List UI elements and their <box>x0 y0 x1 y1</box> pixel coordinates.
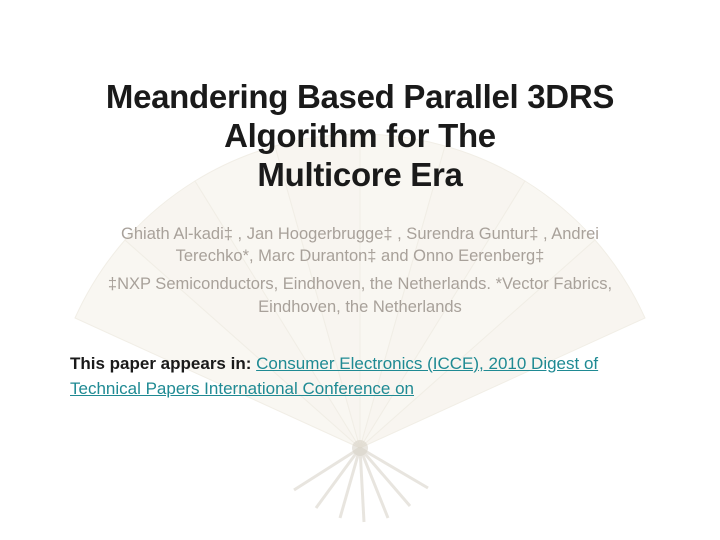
slide-title: Meandering Based Parallel 3DRS Algorithm… <box>60 78 660 195</box>
affiliation-text: ‡NXP Semiconductors, Eindhoven, the Neth… <box>100 273 620 318</box>
slide-content: Meandering Based Parallel 3DRS Algorithm… <box>0 0 720 401</box>
appears-label: This paper appears in: <box>70 354 256 373</box>
appears-in: This paper appears in: Consumer Electron… <box>70 352 650 401</box>
title-line-2: Algorithm for The <box>224 117 496 154</box>
title-line-3: Multicore Era <box>257 156 462 193</box>
title-line-1: Meandering Based Parallel 3DRS <box>106 78 614 115</box>
authors-text: Ghiath Al-kadi‡ , Jan Hoogerbrugge‡ , Su… <box>100 223 620 268</box>
